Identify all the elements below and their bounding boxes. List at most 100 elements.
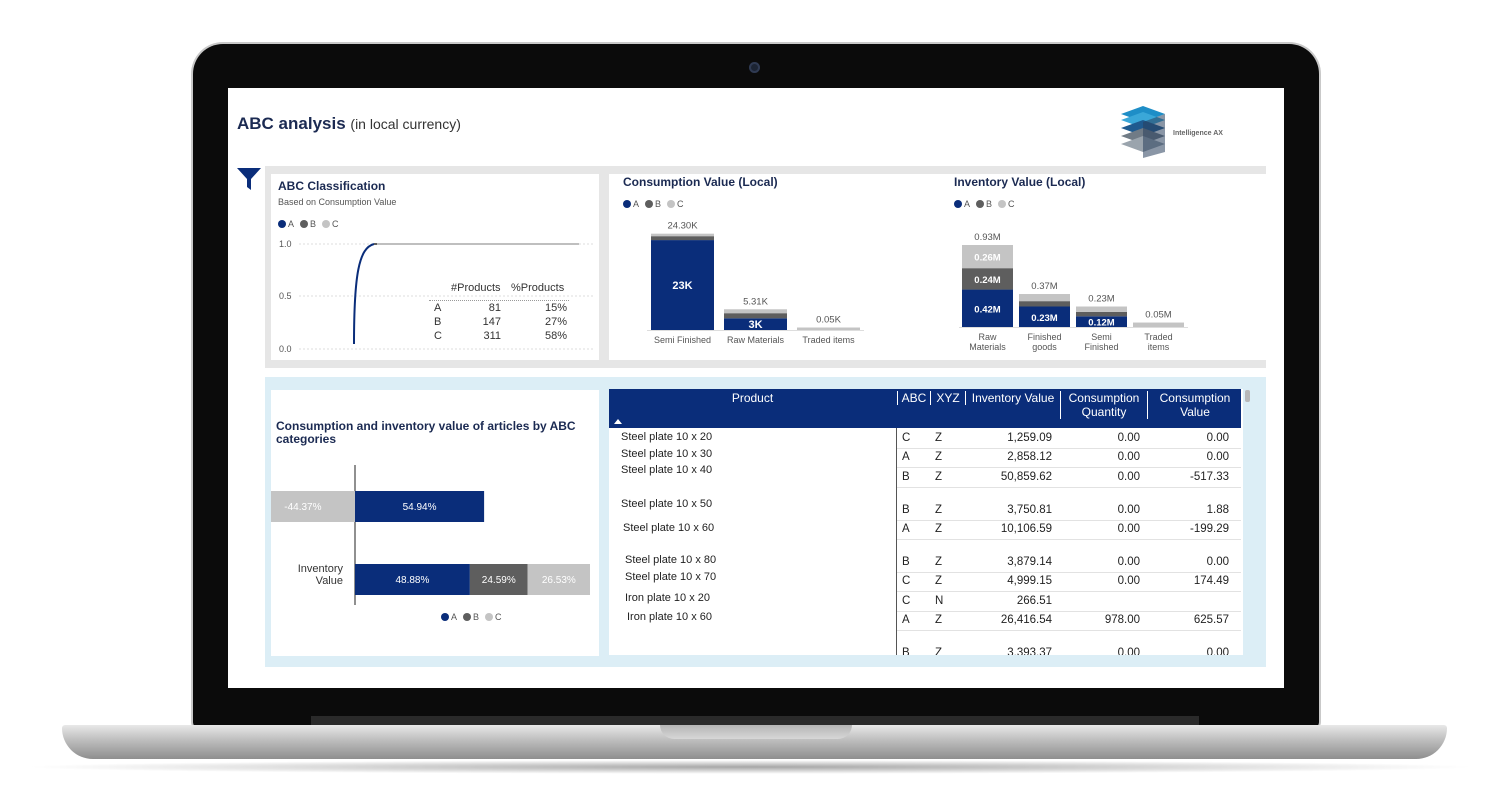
consumption-value-chart: 23K 24.30K Semi Finished 3K 5.31K Raw Materia… xyxy=(647,221,864,345)
cell-abc: A xyxy=(902,451,910,463)
legend-b-label: B xyxy=(986,199,993,209)
y-tick-bottom: 0.0 xyxy=(279,344,292,354)
product-name[interactable]: Steel plate 10 x 80 xyxy=(625,554,717,566)
abc-cumulative-curve xyxy=(299,243,593,350)
col-abc[interactable]: ABC xyxy=(897,391,930,405)
table-row[interactable]: A Z 2,858.12 0.00 0.00 xyxy=(897,448,1241,468)
summary-class: A xyxy=(434,302,442,314)
cell-xyz: Z xyxy=(935,523,943,535)
cell-xyz: Z xyxy=(935,432,943,444)
table-row[interactable]: B Z 3,393.37 0.00 0.00 xyxy=(897,644,1241,655)
table-row[interactable]: A Z 10,106.59 0.00 -199.29 xyxy=(897,520,1241,540)
cell-inventory-value: 10,106.59 xyxy=(1000,523,1052,535)
product-name[interactable]: Steel plate 10 x 30 xyxy=(621,448,713,460)
bar-segment-a xyxy=(724,318,787,330)
col-consumption-quantity[interactable]: Consumption Quantity xyxy=(1060,391,1147,419)
legend-b-dot xyxy=(300,220,309,228)
laptop-hinge xyxy=(311,716,1199,726)
cell-abc: B xyxy=(902,504,910,516)
product-name[interactable]: Steel plate 10 x 40 xyxy=(621,464,713,476)
product-name[interactable]: Iron plate 10 x 60 xyxy=(627,611,713,623)
category-label: goods xyxy=(1032,342,1057,352)
cell-abc: A xyxy=(902,523,910,535)
legend-b-label: B xyxy=(473,612,480,622)
col-consumption-value[interactable]: Consumption Value xyxy=(1147,391,1242,419)
legend-c-dot xyxy=(998,200,1007,208)
legend-c: C xyxy=(485,612,502,622)
bar-segment-label: 0.24M xyxy=(974,275,1000,286)
cell-abc: B xyxy=(902,471,910,483)
summary-header-pct: %Products xyxy=(511,282,565,294)
summary-row-c: C 311 58% xyxy=(429,330,569,344)
bar-segment-a xyxy=(1076,316,1127,327)
bar-segment-c xyxy=(1076,306,1127,312)
cell-consumption-value: 0.00 xyxy=(1206,451,1229,463)
legend-a-label: A xyxy=(633,199,640,209)
legend-c-label: C xyxy=(495,612,502,622)
y-tick-top: 1.0 xyxy=(279,239,292,249)
company-logo-icon xyxy=(1121,106,1165,158)
summary-count: 311 xyxy=(483,330,501,342)
bar-segment-label: 0.23M xyxy=(1031,313,1057,324)
cell-consumption-quantity: 0.00 xyxy=(1117,575,1140,587)
legend-b: B xyxy=(463,612,479,622)
cell-xyz: N xyxy=(935,595,944,607)
product-name[interactable]: Steel plate 10 x 50 xyxy=(621,498,713,510)
table-row[interactable]: C N 266.51 xyxy=(897,592,1241,612)
cell-inventory-value: 3,879.14 xyxy=(1007,556,1052,568)
product-name[interactable]: Steel plate 10 x 70 xyxy=(625,571,717,583)
share-bar-label: 26.53% xyxy=(542,575,576,586)
bar-segment-b xyxy=(1076,311,1127,317)
cell-consumption-quantity: 0.00 xyxy=(1117,647,1140,655)
table-row[interactable]: C Z 4,999.15 0.00 174.49 xyxy=(897,572,1241,592)
summary-row-b: B 147 27% xyxy=(429,316,569,330)
share-bar-b xyxy=(469,564,528,595)
cell-consumption-quantity: 978.00 xyxy=(1104,614,1140,626)
sort-ascending-icon[interactable] xyxy=(614,419,622,424)
product-name[interactable]: Steel plate 10 x 60 xyxy=(623,522,715,534)
legend-a-label: A xyxy=(288,219,295,229)
legend-b-dot xyxy=(463,613,472,621)
table-row[interactable]: B Z 3,879.14 0.00 0.00 xyxy=(897,553,1241,573)
cell-consumption-quantity: 0.00 xyxy=(1117,523,1140,535)
dashboard-screen: ABC analysis (in local currency) Intelli… xyxy=(228,88,1284,688)
bar-segment-label: 0.26M xyxy=(974,253,1000,264)
share-card: Consumption and inventory value of artic… xyxy=(271,390,599,656)
col-inventory-value[interactable]: Inventory Value xyxy=(965,391,1060,405)
legend-a: A xyxy=(623,199,639,209)
legend-c-dot xyxy=(485,613,494,621)
summary-row-a: A 81 15% xyxy=(429,302,569,316)
table-row[interactable]: A Z 26,416.54 978.00 625.57 xyxy=(897,611,1241,631)
legend-c-label: C xyxy=(1008,199,1015,209)
table-row[interactable]: B Z 3,750.81 0.00 1.88 xyxy=(897,501,1241,521)
cell-inventory-value: 1,259.09 xyxy=(1007,432,1052,444)
bar-segment-b xyxy=(962,268,1013,290)
col-xyz[interactable]: XYZ xyxy=(930,391,965,405)
table-row[interactable]: C Z 1,259.09 0.00 0.00 xyxy=(897,429,1241,449)
legend-b-label: B xyxy=(655,199,662,209)
legend-c: C xyxy=(998,199,1015,209)
cell-xyz: Z xyxy=(935,451,943,463)
product-name[interactable]: Iron plate 10 x 20 xyxy=(625,592,711,604)
cell-consumption-value: 174.49 xyxy=(1193,575,1229,587)
bar-total-label: 0.05M xyxy=(1145,310,1171,321)
category-label: Semi xyxy=(1091,332,1112,342)
cell-consumption-quantity: 0.00 xyxy=(1117,451,1140,463)
product-name[interactable]: Steel plate 10 x 20 xyxy=(621,431,713,443)
col-product[interactable]: Product xyxy=(731,391,774,405)
legend-c: C xyxy=(322,219,339,229)
legend-a-dot xyxy=(278,220,286,228)
table-row[interactable]: B Z 50,859.62 0.00 -517.33 xyxy=(897,468,1241,488)
table-scrollbar[interactable] xyxy=(1245,390,1250,402)
cell-inventory-value: 50,859.62 xyxy=(1000,471,1052,483)
table-header: Product ABC XYZ Inventory Value Consumpt… xyxy=(609,389,1241,428)
category-label: Semi Finished xyxy=(654,335,711,345)
value-charts-card: Consumption Value (Local) A B C 23K 24.30… xyxy=(609,174,1269,360)
cell-inventory-value: 4,999.15 xyxy=(1007,575,1052,587)
filter-icon[interactable] xyxy=(236,166,262,192)
column-divider xyxy=(896,428,897,655)
logo-text: Intelligence AX xyxy=(1173,130,1223,137)
summary-class: C xyxy=(434,330,442,342)
legend-a: A xyxy=(278,219,294,229)
legend-a: A xyxy=(441,612,457,622)
